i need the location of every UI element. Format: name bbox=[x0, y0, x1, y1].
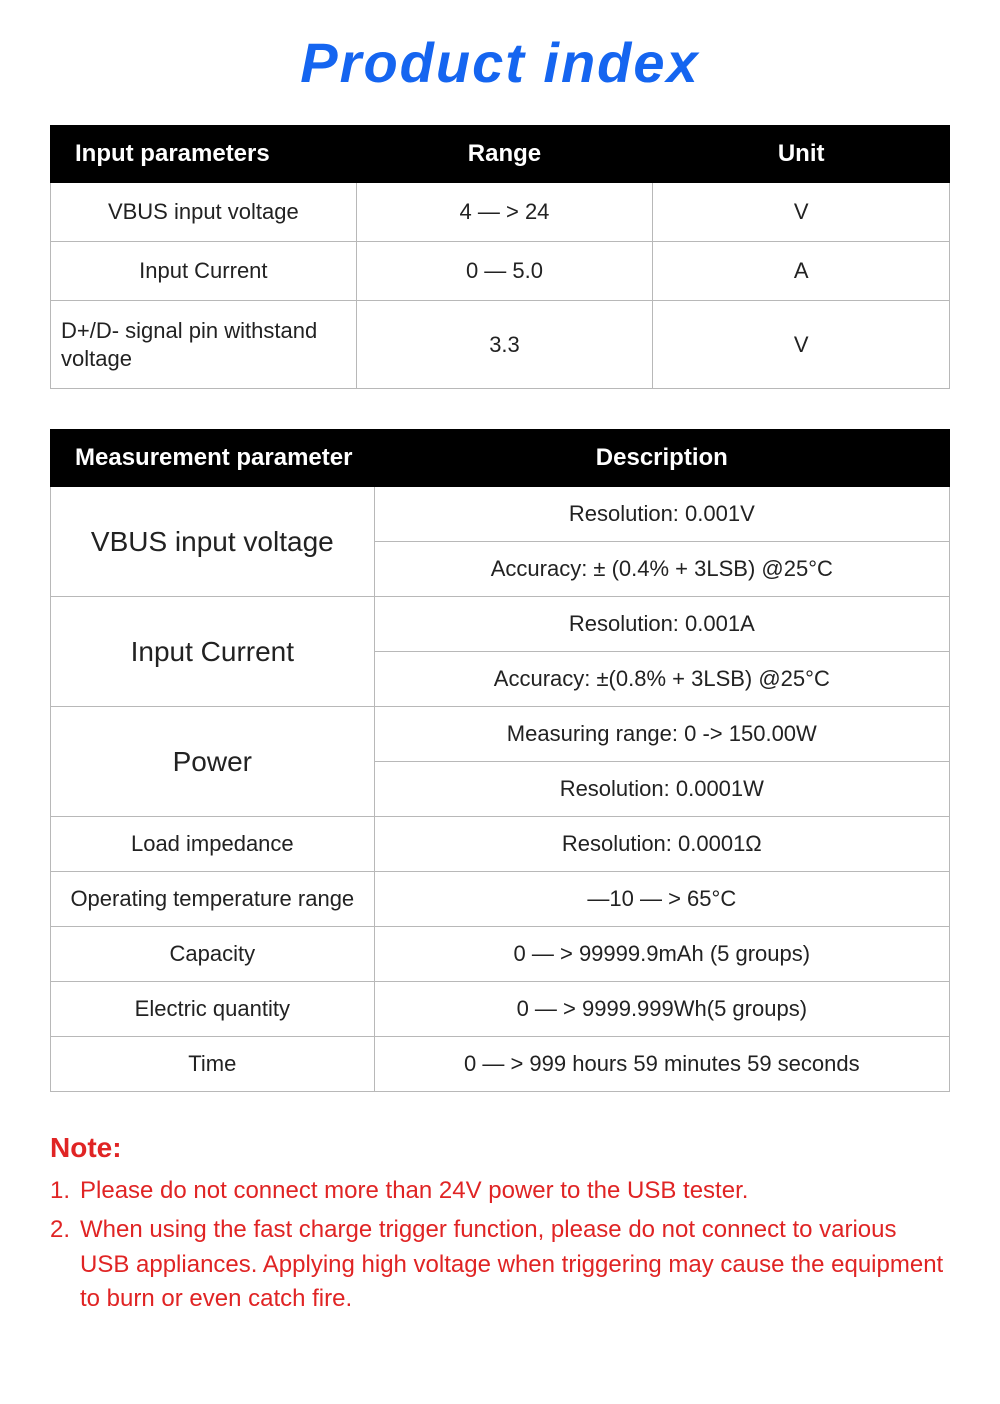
t1-param: D+/D- signal pin withstand voltage bbox=[51, 301, 357, 389]
t1-range: 0 — 5.0 bbox=[356, 242, 653, 301]
t1-range: 4 — > 24 bbox=[356, 183, 653, 242]
t2-desc: 0 — > 999 hours 59 minutes 59 seconds bbox=[374, 1037, 949, 1092]
t1-header-unit: Unit bbox=[653, 126, 950, 183]
t2-header-desc: Description bbox=[374, 430, 949, 487]
t1-header-param: Input parameters bbox=[51, 126, 357, 183]
t2-param: Load impedance bbox=[51, 817, 375, 872]
t2-desc: Resolution: 0.001V bbox=[374, 487, 949, 542]
t2-param: Time bbox=[51, 1037, 375, 1092]
t2-desc: Resolution: 0.0001Ω bbox=[374, 817, 949, 872]
table-row: Operating temperature range—10 — > 65°C bbox=[51, 872, 950, 927]
table-row: VBUS input voltageResolution: 0.001V bbox=[51, 487, 950, 542]
table-row: VBUS input voltage4 — > 24V bbox=[51, 183, 950, 242]
t1-unit: A bbox=[653, 242, 950, 301]
notes-section: Note: 1.Please do not connect more than … bbox=[50, 1132, 950, 1317]
t2-param: Capacity bbox=[51, 927, 375, 982]
input-parameters-table: Input parameters Range Unit VBUS input v… bbox=[50, 125, 950, 389]
table-row: Capacity0 — > 99999.9mAh (5 groups) bbox=[51, 927, 950, 982]
t1-range: 3.3 bbox=[356, 301, 653, 389]
t2-param: Input Current bbox=[51, 597, 375, 707]
t2-desc: 0 — > 9999.999Wh(5 groups) bbox=[374, 982, 949, 1037]
t2-desc: Resolution: 0.001A bbox=[374, 597, 949, 652]
t2-param: VBUS input voltage bbox=[51, 487, 375, 597]
note-list: 1.Please do not connect more than 24V po… bbox=[50, 1174, 950, 1317]
note-item: 2.When using the fast charge trigger fun… bbox=[50, 1213, 950, 1317]
t1-param: Input Current bbox=[51, 242, 357, 301]
page-title: Product index bbox=[50, 30, 950, 95]
table-row: Input CurrentResolution: 0.001A bbox=[51, 597, 950, 652]
t2-desc: Resolution: 0.0001W bbox=[374, 762, 949, 817]
table-row: PowerMeasuring range: 0 -> 150.00W bbox=[51, 707, 950, 762]
t2-header-param: Measurement parameter bbox=[51, 430, 375, 487]
note-heading: Note: bbox=[50, 1132, 950, 1164]
t1-unit: V bbox=[653, 183, 950, 242]
table-row: Load impedanceResolution: 0.0001Ω bbox=[51, 817, 950, 872]
t2-param: Power bbox=[51, 707, 375, 817]
table-row: D+/D- signal pin withstand voltage3.3V bbox=[51, 301, 950, 389]
table-row: Time0 — > 999 hours 59 minutes 59 second… bbox=[51, 1037, 950, 1092]
t2-desc: Accuracy: ± (0.4% + 3LSB) @25°C bbox=[374, 542, 949, 597]
t2-desc: —10 — > 65°C bbox=[374, 872, 949, 927]
t2-desc: Measuring range: 0 -> 150.00W bbox=[374, 707, 949, 762]
t1-header-range: Range bbox=[356, 126, 653, 183]
measurement-parameter-table: Measurement parameter Description VBUS i… bbox=[50, 429, 950, 1092]
note-item: 1.Please do not connect more than 24V po… bbox=[50, 1174, 950, 1209]
t1-param: VBUS input voltage bbox=[51, 183, 357, 242]
t1-unit: V bbox=[653, 301, 950, 389]
t2-desc: Accuracy: ±(0.8% + 3LSB) @25°C bbox=[374, 652, 949, 707]
t2-param: Operating temperature range bbox=[51, 872, 375, 927]
table-row: Input Current0 — 5.0A bbox=[51, 242, 950, 301]
t2-desc: 0 — > 99999.9mAh (5 groups) bbox=[374, 927, 949, 982]
table-row: Electric quantity0 — > 9999.999Wh(5 grou… bbox=[51, 982, 950, 1037]
t2-param: Electric quantity bbox=[51, 982, 375, 1037]
